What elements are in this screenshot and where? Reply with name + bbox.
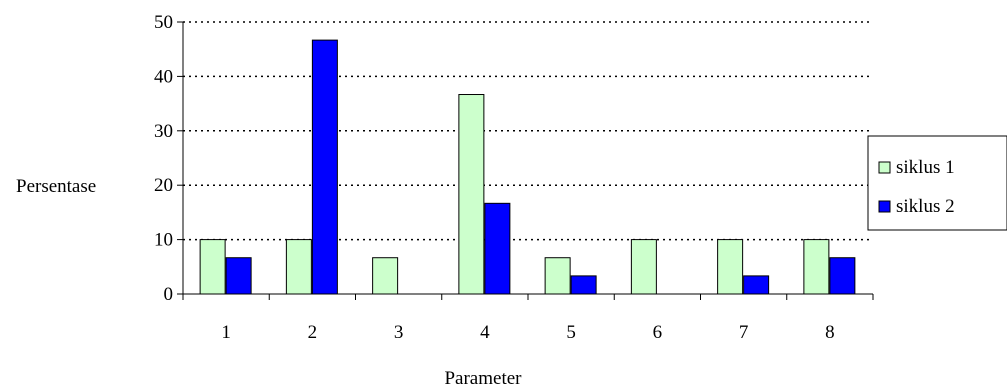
x-tick-label: 2 [308,322,318,343]
legend: siklus 1 siklus 2 [867,135,1007,231]
legend-label-siklus-1: siklus 1 [896,157,955,178]
legend-swatch-siklus-1 [878,161,891,174]
bar-siklus-1-2 [285,239,312,295]
x-tick-label: 7 [739,322,749,343]
legend-box [867,135,1007,231]
bar-siklus-1-1 [199,239,226,295]
bar-siklus-1-3 [372,257,399,295]
x-tick-label: 8 [825,322,835,343]
bar-siklus-1-5 [544,257,571,295]
bar-siklus-1-4 [458,94,485,295]
bar-siklus-2-7 [743,275,770,295]
gridlines [183,21,873,241]
y-tick-label: 40 [154,66,173,87]
x-tick-label: 1 [221,322,231,343]
bar-siklus-2-5 [570,275,597,295]
y-tick-label: 50 [154,12,173,33]
x-tick-label: 6 [653,322,663,343]
x-tick-label: 5 [566,322,576,343]
y-tick-labels: 0 10 20 30 40 50 [154,12,173,305]
bar-siklus-1-7 [717,239,744,295]
bar-siklus-2-8 [829,257,856,295]
y-tick-label: 20 [154,175,173,196]
y-axis-label: Persentase [16,176,96,197]
x-tick-label: 4 [480,322,490,343]
bar-siklus-1-8 [803,239,830,295]
bars [199,39,856,295]
y-tick-label: 0 [164,284,174,305]
bar-siklus-1-6 [630,239,657,295]
bar-siklus-2-4 [484,202,511,295]
bar-siklus-2-2 [311,39,338,295]
y-tick-label: 30 [154,121,173,142]
x-tick-labels: 1 2 3 4 5 6 7 8 [221,322,834,343]
legend-swatch-siklus-2 [878,200,891,213]
legend-label-siklus-2: siklus 2 [896,196,955,217]
bar-siklus-2-1 [225,257,252,295]
x-tick-label: 3 [394,322,404,343]
y-tick-label: 10 [154,230,173,251]
x-axis-label: Parameter [444,368,522,389]
axes [177,21,874,300]
